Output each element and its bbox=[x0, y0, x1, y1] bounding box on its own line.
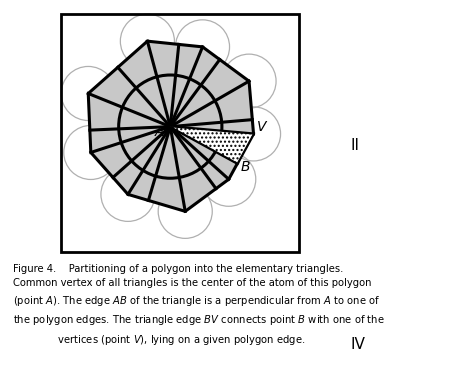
Circle shape bbox=[118, 75, 222, 178]
Text: B: B bbox=[241, 160, 251, 174]
Polygon shape bbox=[88, 41, 254, 211]
Text: A: A bbox=[155, 125, 164, 140]
Text: V: V bbox=[257, 120, 267, 134]
Polygon shape bbox=[170, 127, 254, 163]
Text: Figure 4.    Partitioning of a polygon into the elementary triangles.
Common ver: Figure 4. Partitioning of a polygon into… bbox=[13, 264, 384, 347]
Text: IV: IV bbox=[351, 337, 365, 352]
Text: II: II bbox=[351, 138, 360, 153]
